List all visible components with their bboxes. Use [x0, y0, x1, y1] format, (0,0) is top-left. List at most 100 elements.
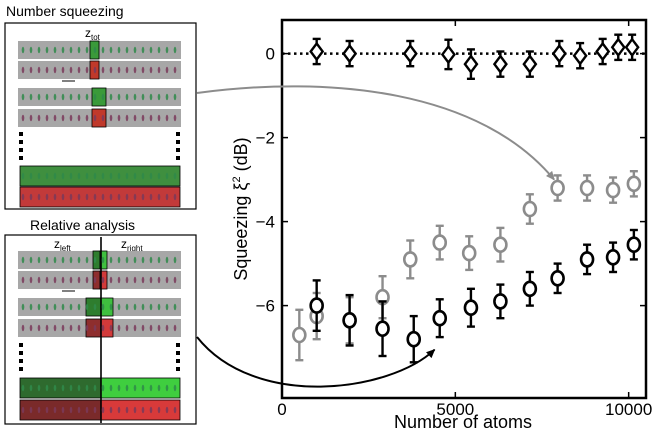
ellipsis-dots [19, 343, 180, 371]
atom-dot [173, 276, 177, 284]
atom-dot [109, 66, 113, 74]
atom-dot [85, 172, 89, 180]
atom-dot [117, 93, 121, 101]
atom-dot [165, 324, 169, 332]
atom-dot [53, 276, 57, 284]
atom-dot [141, 114, 145, 122]
atom-dot [21, 324, 25, 332]
atom-dot [21, 66, 25, 74]
atom-dot [53, 256, 57, 264]
atom-dot [125, 66, 129, 74]
atom-dot [109, 256, 113, 264]
panel-title-number-squeezing: Number squeezing [6, 3, 124, 19]
atom-dot [109, 114, 113, 122]
atom-dot [141, 172, 145, 180]
data-point-circle [579, 179, 595, 197]
data-point-circle [309, 297, 324, 314]
atom-dot [157, 193, 161, 201]
atom-dot [165, 46, 169, 54]
data-point-diamond [595, 41, 611, 62]
atom-dot [29, 256, 33, 264]
atom-dot [165, 114, 169, 122]
atom-dot [77, 384, 81, 392]
atom-dot [29, 384, 33, 392]
atom-dot [109, 276, 113, 284]
atom-dot [125, 172, 129, 180]
atom-dot [117, 114, 121, 122]
atom-dot [93, 93, 97, 101]
atom-dot [117, 172, 121, 180]
atom-dot [29, 406, 33, 414]
atom-dot [77, 303, 81, 311]
atom-dot [141, 256, 145, 264]
atom-dot [61, 276, 65, 284]
atom-dot [109, 406, 113, 414]
atom-dot [117, 256, 121, 264]
atom-dot [157, 324, 161, 332]
atom-dot [125, 384, 129, 392]
atom-dot [45, 256, 49, 264]
data-point-circle [550, 179, 565, 197]
atom-dot [149, 276, 153, 284]
atom-dot [29, 93, 33, 101]
atom-dot [45, 406, 49, 414]
data-point-diamond [522, 54, 538, 75]
atom-dot [109, 324, 113, 332]
atom-dot [165, 406, 169, 414]
atom-dot [125, 256, 129, 264]
atom-dot [125, 276, 129, 284]
atom-dot [149, 406, 153, 414]
data-point-circle [605, 248, 621, 266]
atom-dot [133, 172, 137, 180]
atom-dot [53, 114, 57, 122]
atom-dot [45, 324, 49, 332]
atom-dot [133, 384, 137, 392]
atom-dot [173, 193, 177, 201]
atom-dot [109, 93, 113, 101]
atom-dot [85, 384, 89, 392]
atom-dot [157, 384, 161, 392]
atom-dot [173, 66, 177, 74]
atom-dot [173, 46, 177, 54]
atom-dot [37, 384, 41, 392]
atom-dot [85, 193, 89, 201]
atom-dot [141, 66, 145, 74]
atom-dot [117, 276, 121, 284]
atom-dot [37, 93, 41, 101]
atom-dot [61, 172, 65, 180]
atom-dot [61, 384, 65, 392]
atom-dot [157, 406, 161, 414]
atom-dot [149, 93, 153, 101]
atom-dot [165, 303, 169, 311]
y-tick-label: −4 [256, 213, 275, 232]
y-tick-label: −2 [256, 129, 275, 148]
series-2 [309, 228, 642, 364]
atom-dot [69, 193, 73, 201]
atom-dot [93, 114, 97, 122]
atom-dot [37, 303, 41, 311]
atom-dot [141, 46, 145, 54]
y-tick-label: −6 [256, 297, 275, 316]
atom-dot [101, 46, 105, 54]
atom-dot [141, 93, 145, 101]
ztot-box-green-full [19, 165, 181, 187]
data-point-diamond [342, 43, 358, 64]
atom-dot [53, 406, 57, 414]
atom-dot [133, 303, 137, 311]
panel-relative-analysis: Relative analysis zleft zright [4, 217, 197, 425]
atom-dot [69, 172, 73, 180]
atom-dot [69, 276, 73, 284]
zleft-label: zleft [54, 237, 71, 253]
atom-dot [93, 276, 97, 284]
atom-dot [141, 276, 145, 284]
squeezing-chart: 0 5000 10000 0 −2 −4 −6 Number of atoms Squeez… [231, 18, 652, 432]
atom-dot [21, 384, 25, 392]
atom-dot [157, 46, 161, 54]
atom-dot [53, 193, 57, 201]
atom-dot [53, 303, 57, 311]
atom-dot [101, 324, 105, 332]
data-point-circle [522, 280, 538, 298]
data-point-circle [461, 244, 477, 262]
atom-dot [77, 93, 81, 101]
atom-dot [45, 46, 49, 54]
